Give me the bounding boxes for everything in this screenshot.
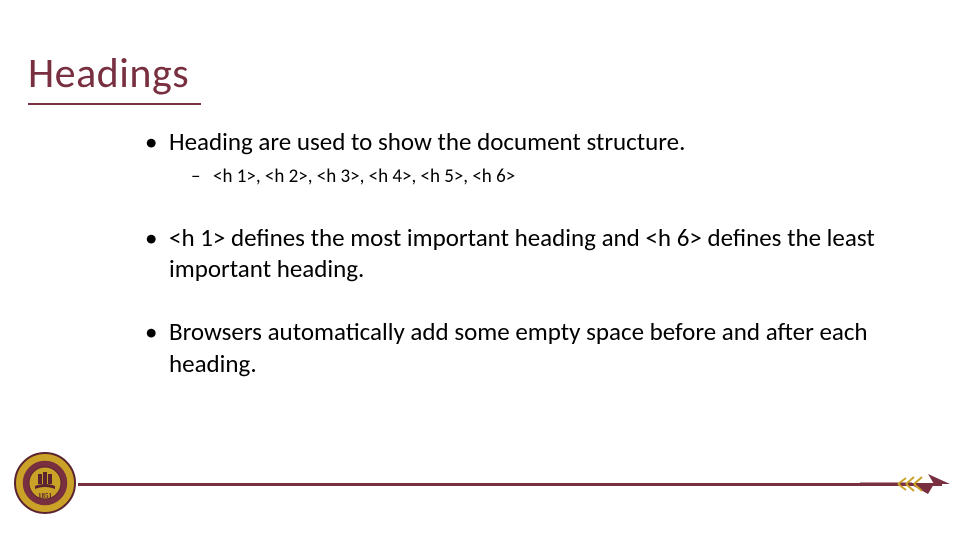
seal-year: 1851 bbox=[38, 492, 53, 500]
university-seal-icon: 1851 bbox=[14, 452, 76, 514]
sub-bullet-text: <h 1>, <h 2>, <h 3>, <h 4>, <h 5>, <h 6> bbox=[213, 165, 515, 188]
bullet-text: Browsers automatically add some empty sp… bbox=[169, 316, 868, 378]
spear-icon bbox=[860, 464, 950, 504]
slide-content: Heading are used to show the document st… bbox=[145, 126, 900, 411]
sub-bullet-list: <h 1>, <h 2>, <h 3>, <h 4>, <h 5>, <h 6> bbox=[191, 165, 900, 190]
sub-bullet-item: <h 1>, <h 2>, <h 3>, <h 4>, <h 5>, <h 6> bbox=[191, 165, 900, 190]
bullet-item: Heading are used to show the document st… bbox=[145, 126, 900, 190]
bullet-item: Browsers automatically add some empty sp… bbox=[145, 316, 900, 379]
bullet-text: <h 1> defines the most important heading… bbox=[169, 222, 875, 284]
slide: Headings Heading are used to show the do… bbox=[0, 0, 960, 540]
footer-divider bbox=[78, 483, 942, 486]
bullet-item: <h 1> defines the most important heading… bbox=[145, 222, 900, 285]
bullet-text: Heading are used to show the document st… bbox=[169, 126, 685, 157]
slide-footer: 1851 bbox=[0, 448, 960, 508]
bullet-list: Heading are used to show the document st… bbox=[145, 126, 900, 379]
slide-title: Headings bbox=[28, 48, 201, 105]
